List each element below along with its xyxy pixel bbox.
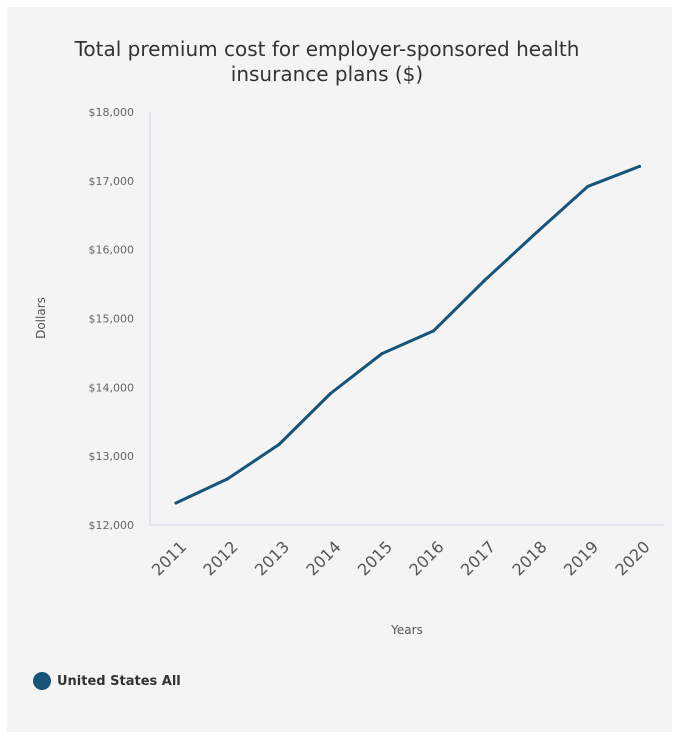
x-tick-label: 2020	[611, 537, 653, 579]
x-tick-label: 2019	[560, 537, 602, 579]
legend-swatch	[33, 672, 51, 690]
data-point	[586, 184, 590, 188]
data-point	[329, 392, 332, 396]
y-tick-label: $13,000	[89, 450, 135, 463]
x-tick-label: 2012	[199, 537, 241, 579]
y-tick-label: $15,000	[89, 313, 135, 326]
data-point	[174, 501, 178, 505]
x-tick-label: 2013	[251, 537, 293, 579]
y-tick-label: $12,000	[89, 519, 135, 532]
series-line	[174, 164, 641, 505]
legend-label: United States All	[57, 673, 181, 689]
x-tick-label: 2018	[508, 537, 550, 579]
data-point	[226, 477, 229, 481]
y-axis-title: Dollars	[34, 297, 48, 339]
chart-title: Total premium cost for employer-sponsore…	[74, 37, 580, 86]
chart-plot: $12,000 $13,000 $14,000 $15,000 $16,000 $17,0…	[34, 106, 664, 637]
x-axis-title: Years	[390, 623, 423, 637]
x-tick-label: 2014	[302, 537, 344, 579]
data-point	[483, 278, 487, 282]
data-point	[432, 329, 435, 333]
legend[interactable]: United States All	[33, 672, 181, 690]
data-point	[638, 164, 641, 168]
x-tick-label: 2016	[405, 537, 447, 579]
y-tick-label: $16,000	[89, 244, 135, 257]
x-tick-label: 2015	[354, 537, 396, 579]
y-tick-label: $14,000	[89, 381, 135, 394]
x-tick-label: 2011	[148, 537, 190, 579]
data-point	[535, 230, 538, 234]
y-tick-label: $17,000	[89, 175, 135, 188]
data-point	[277, 442, 281, 446]
x-tick-label: 2017	[457, 537, 499, 579]
y-tick-label: $18,000	[89, 106, 135, 119]
chart-card: Total premium cost for employer-sponsore…	[7, 7, 672, 732]
data-point	[380, 352, 384, 356]
